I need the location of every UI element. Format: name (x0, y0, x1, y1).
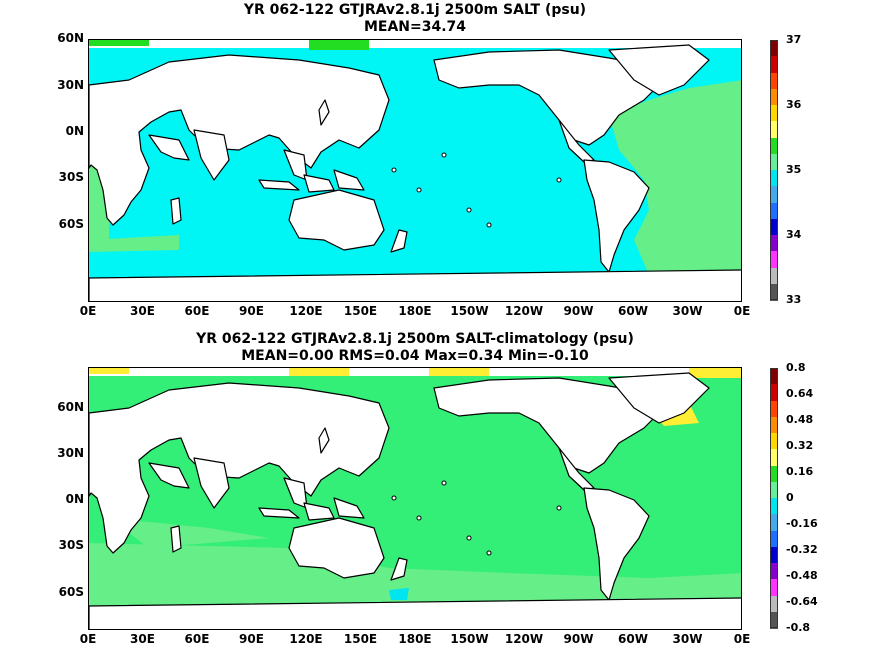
bottom-lon-label: 120E (289, 632, 323, 646)
top-colorbar-swatch (770, 235, 778, 252)
bottom-colorbar-label: 0.8 (786, 361, 806, 374)
top-colorbar-label: 35 (786, 163, 802, 176)
top-lat-60n: 60N (57, 31, 84, 45)
bottom-subtitle: MEAN=0.00 RMS=0.04 Max=0.34 Min=-0.10 (241, 348, 589, 364)
bottom-colorbar-swatch (770, 481, 778, 499)
bottom-colorbar-swatch (770, 530, 778, 548)
top-colorbar-label: 36 (786, 98, 802, 111)
top-colorbar-swatch (770, 251, 778, 269)
top-lon-label: 120E (289, 304, 323, 318)
top-lon-label: 0E (79, 304, 97, 318)
bottom-lat-60s: 60S (58, 585, 84, 599)
top-colorbar-swatch (770, 283, 778, 301)
top-colorbar-swatch (770, 56, 778, 74)
bottom-lat-30s: 30S (58, 538, 84, 552)
bottom-lon-label: 120W (504, 632, 544, 646)
bottom-title: YR 062-122 GTJRAv2.8.1j 2500m SALT-clima… (196, 331, 634, 347)
top-colorbar-swatch (770, 186, 778, 204)
bottom-colorbar-swatch (770, 465, 778, 483)
bottom-map (88, 367, 742, 630)
top-map-field (89, 40, 741, 301)
bottom-colorbar-swatch (770, 416, 778, 434)
top-lon-label: 150W (450, 304, 489, 318)
bottom-colorbar-swatch (770, 546, 778, 564)
top-lat-60s: 60S (58, 217, 84, 231)
top-lon-label: 120W (504, 304, 544, 318)
bottom-colorbar-frame (770, 368, 778, 628)
top-lat-30n: 30N (57, 78, 84, 92)
bottom-lon-label: 30W (672, 632, 703, 646)
bottom-colorbar-swatch (770, 595, 778, 613)
bottom-colorbar-label: -0.48 (786, 569, 818, 582)
bottom-colorbar-swatch (770, 400, 778, 418)
top-lon-label: 60W (618, 304, 648, 318)
bottom-colorbar-label: 0.32 (786, 439, 814, 452)
top-colorbar-swatch (770, 121, 778, 139)
top-colorbar-swatch (770, 170, 778, 187)
top-colorbar-swatch (770, 153, 778, 171)
bottom-colorbar-label: -0.32 (786, 543, 818, 556)
bottom-lon-label: 30E (130, 632, 155, 646)
bottom-colorbar-swatch (770, 368, 778, 385)
bottom-colorbar-swatch (770, 514, 778, 532)
top-lon-label: 30W (672, 304, 703, 318)
bottom-colorbar-label: -0.8 (786, 621, 811, 634)
top-colorbar-label: 34 (786, 228, 802, 241)
top-title: YR 062-122 GTJRAv2.8.1j 2500m SALT (psu) (243, 2, 587, 18)
bottom-colorbar-swatch (770, 611, 778, 629)
top-lon-label: 30E (130, 304, 155, 318)
top-colorbar-label: 33 (786, 293, 802, 306)
bottom-lon-label: 180E (398, 632, 432, 646)
bottom-lat-0n: 0N (65, 492, 84, 506)
top-lon-label: 90E (239, 304, 264, 318)
bottom-lon-label: 60W (618, 632, 648, 646)
bottom-colorbar-swatch (770, 579, 778, 597)
bottom-lon-label: 150E (343, 632, 378, 646)
bottom-lon-label: 60E (184, 632, 210, 646)
bottom-colorbar-swatch (770, 563, 778, 580)
top-map (88, 39, 742, 302)
bottom-colorbar-swatch (770, 449, 778, 467)
bottom-colorbar-swatch (770, 433, 778, 450)
top-colorbar-swatch (770, 105, 778, 122)
bottom-lat-60n: 60N (57, 400, 84, 414)
bottom-lat-30n: 30N (57, 446, 84, 460)
bottom-lon-label: 150W (450, 632, 489, 646)
top-lon-label: 150E (343, 304, 378, 318)
top-colorbar-swatch (770, 137, 778, 155)
bottom-map-field (89, 368, 741, 629)
top-lat-0n: 0N (65, 124, 84, 138)
top-lon-label: 60E (184, 304, 210, 318)
top-lon-label: 0E (733, 304, 751, 318)
top-colorbar-swatch (770, 267, 778, 285)
top-colorbar-swatch (770, 88, 778, 106)
bottom-colorbar-swatch (770, 384, 778, 402)
bottom-lon-label: 0E (79, 632, 97, 646)
bottom-colorbar-label: 0.64 (786, 387, 814, 400)
bottom-colorbar-label: -0.64 (786, 595, 818, 608)
top-colorbar-swatch (770, 40, 778, 57)
bottom-colorbar-label: -0.16 (786, 517, 818, 530)
top-lon-label: 180E (398, 304, 432, 318)
bottom-colorbar-label: 0.48 (786, 413, 814, 426)
top-colorbar-swatch (770, 202, 778, 220)
top-lat-30s: 30S (58, 170, 84, 184)
top-colorbar-swatch (770, 218, 778, 236)
bottom-colorbar-swatch (770, 498, 778, 515)
bottom-colorbar-label: 0.16 (786, 465, 814, 478)
bottom-lon-label: 0E (733, 632, 751, 646)
top-colorbar-swatch (770, 72, 778, 90)
bottom-colorbar-label: 0 (786, 491, 794, 504)
top-colorbar-label: 37 (786, 33, 802, 46)
bottom-lon-label: 90E (239, 632, 264, 646)
top-subtitle: MEAN=34.74 (363, 19, 467, 35)
top-colorbar-frame (770, 40, 778, 300)
top-lon-label: 90W (563, 304, 594, 318)
bottom-lon-label: 90W (563, 632, 594, 646)
